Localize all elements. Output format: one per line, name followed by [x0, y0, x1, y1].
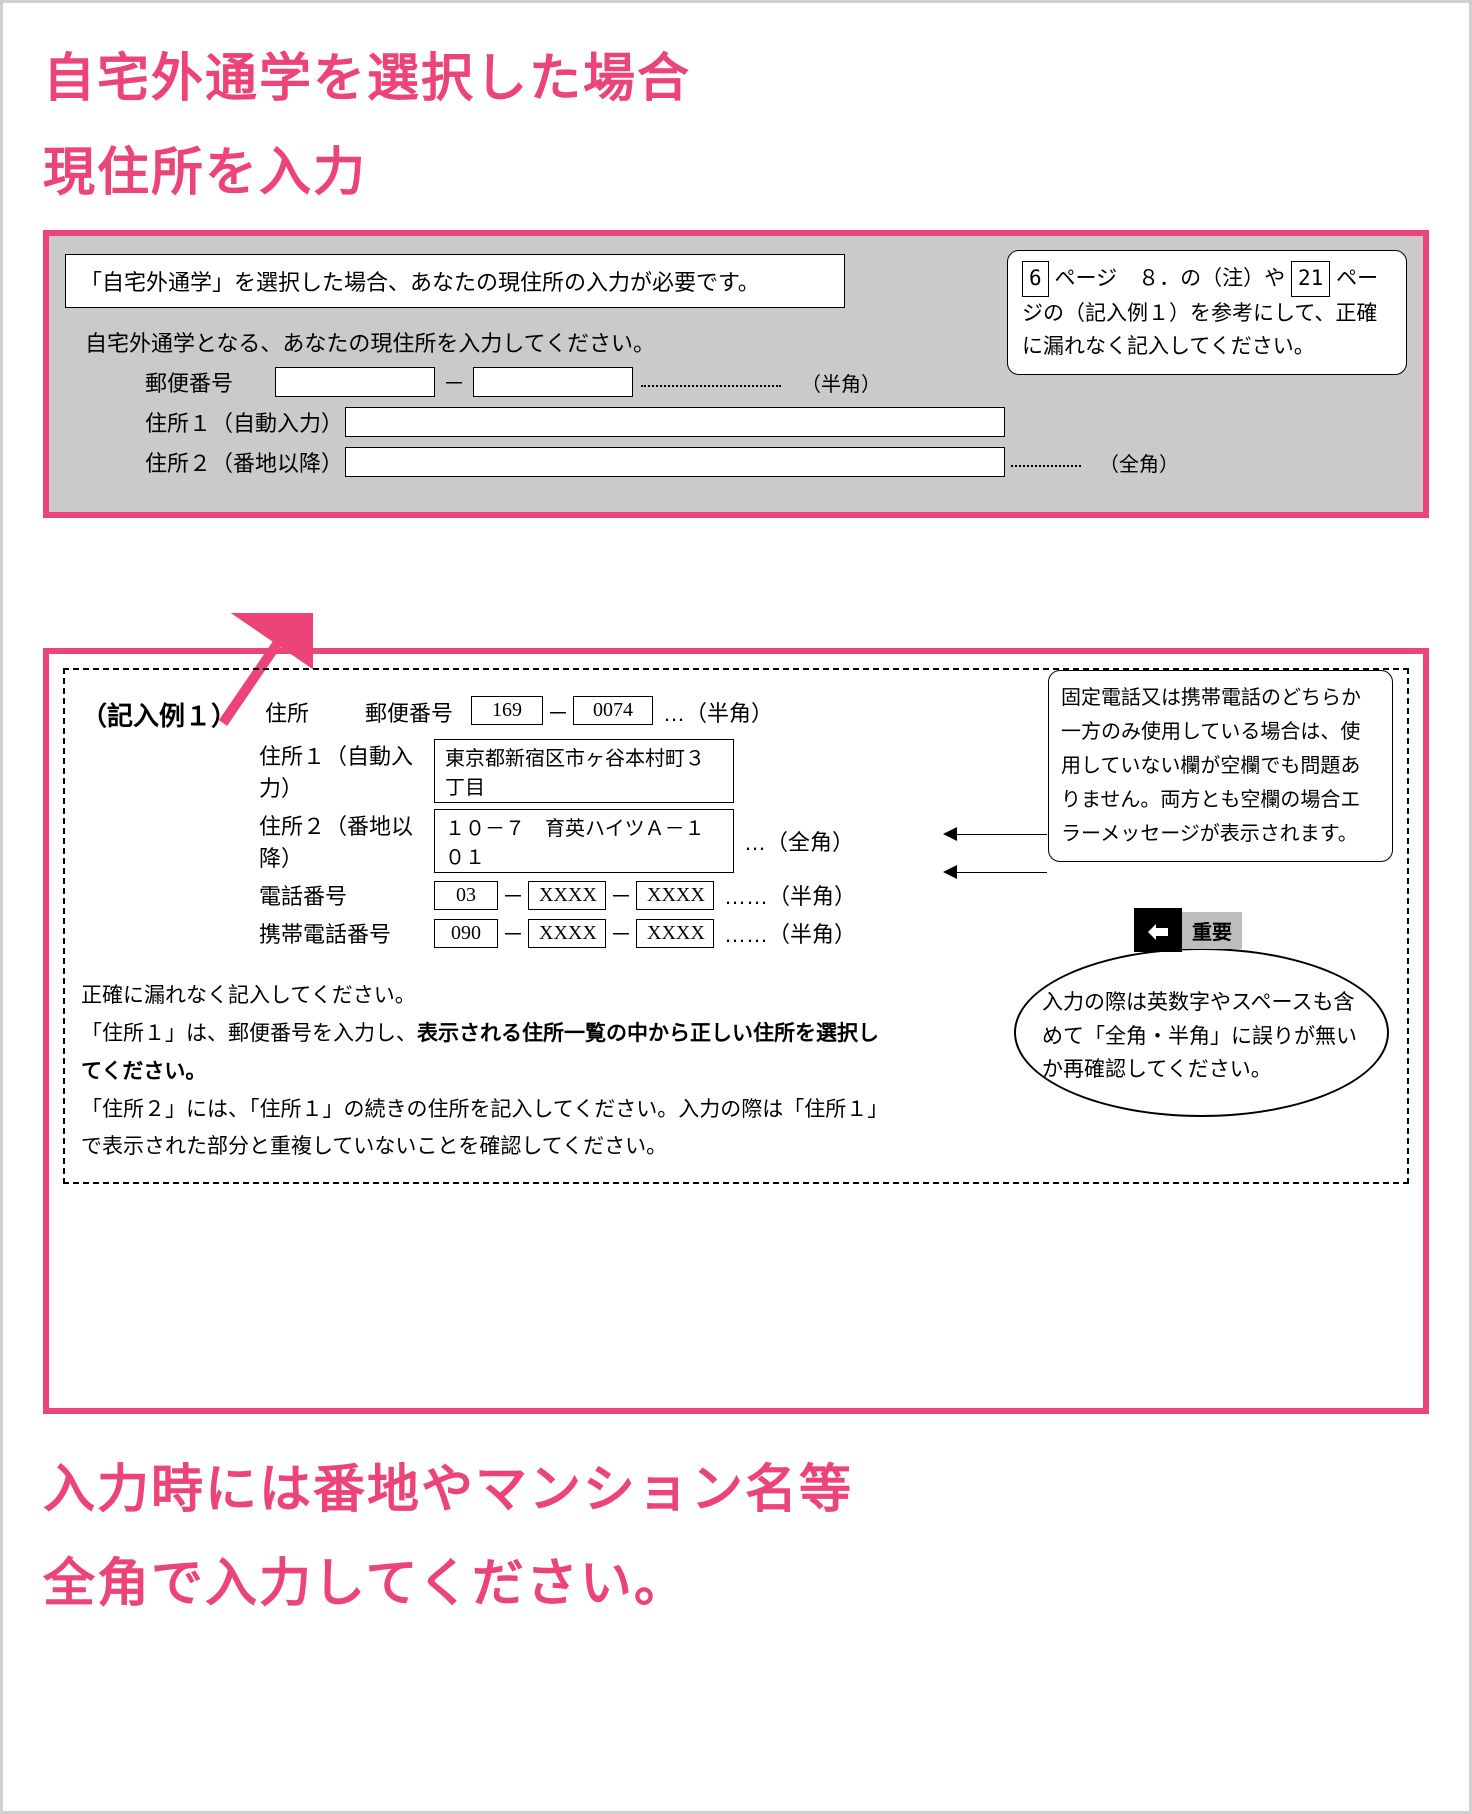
ex-mobile-label: 携帯電話番号	[259, 917, 434, 949]
addr2-note: （全角）	[1099, 448, 1179, 477]
footer-line-2: 全角で入力してください。	[43, 1538, 1429, 1632]
ex-mobile-note: ……（半角）	[724, 917, 856, 949]
ex-phone-2: XXXX	[528, 881, 606, 910]
important-icon-wrap: 重要	[1134, 908, 1242, 952]
heading: 自宅外通学を選択した場合 現住所を入力	[43, 33, 1429, 220]
current-address-box: 「自宅外通学」を選択した場合、あなたの現住所の入力が必要です。 6 ページ ８．…	[43, 230, 1429, 518]
page-container: 自宅外通学を選択した場合 現住所を入力 「自宅外通学」を選択した場合、あなたの現…	[0, 0, 1472, 1814]
ex-addr1-label: 住所１（自動入力）	[259, 739, 434, 803]
ex-addr2-label: 住所２（番地以降）	[259, 809, 434, 873]
addr2-row: 住所２（番地以降） （全角）	[145, 446, 1407, 478]
hand-point-icon	[1134, 908, 1182, 952]
postal-input-1[interactable]	[275, 367, 435, 397]
addr2-input[interactable]	[345, 447, 1005, 477]
explain-block: 正確に漏れなく記入してください。 「住所１」は、郵便番号を入力し、表示される住所…	[81, 977, 881, 1166]
instruction-banner: 「自宅外通学」を選択した場合、あなたの現住所の入力が必要です。	[65, 254, 845, 308]
reference-note: 6 ページ ８．の（注）や 21 ページの（記入例１）を参考にして、正確に漏れな…	[1007, 250, 1407, 375]
pointer-line-1	[957, 834, 1047, 835]
ex-postal-note: …（半角）	[663, 696, 773, 728]
addr-col-label: 住所	[265, 696, 355, 728]
ex-addr1-value: 東京都新宿区市ヶ谷本村町３丁目	[434, 739, 734, 803]
important-body: 入力の際は英数字やスペースも含めて「全角・半角」に誤りが無いか再確認してください…	[1014, 948, 1389, 1117]
ex-postal-label: 郵便番号	[365, 696, 453, 728]
explain-2: 「住所１」は、郵便番号を入力し、表示される住所一覧の中から正しい住所を選択してく…	[81, 1015, 881, 1091]
arrowhead-2-icon	[943, 865, 957, 879]
leader-dots-2	[1011, 457, 1081, 467]
example-dashed: （記入例１） 住所 郵便番号 169 － 0074 …（半角） 住所１（自動入力…	[63, 668, 1409, 1184]
postal-note: （半角）	[801, 368, 881, 397]
heading-line-2: 現住所を入力	[43, 127, 1429, 221]
addr2-label: 住所２（番地以降）	[145, 446, 345, 478]
addr1-input[interactable]	[345, 407, 1005, 437]
ref-mid-text: ページ ８．の（注）や	[1055, 267, 1286, 290]
postal-input-2[interactable]	[473, 367, 633, 397]
ex-mobile-2: XXXX	[528, 919, 606, 948]
ref-page-6: 6	[1022, 261, 1049, 297]
heading-line-1: 自宅外通学を選択した場合	[43, 33, 1429, 127]
example-box: （記入例１） 住所 郵便番号 169 － 0074 …（半角） 住所１（自動入力…	[43, 648, 1429, 1414]
ex-postal-2: 0074	[573, 696, 653, 725]
ex-phone-1: 03	[434, 881, 498, 910]
ex-mobile-1: 090	[434, 919, 498, 948]
footer-line-1: 入力時には番地やマンション名等	[43, 1444, 1429, 1538]
ex-phone-label: 電話番号	[259, 879, 434, 911]
ex-phone-note: ……（半角）	[724, 879, 856, 911]
ex-phone-3: XXXX	[636, 881, 714, 910]
dash: －	[443, 366, 465, 398]
example-row-4: 電話番号 03 － XXXX － XXXX ……（半角）	[81, 879, 1391, 911]
dash: －	[547, 696, 569, 728]
important-bubble: 重要 入力の際は英数字やスペースも含めて「全角・半角」に誤りが無いか再確認してく…	[1014, 918, 1389, 1168]
explain-3: 「住所２」には、「住所１」の続きの住所を記入してください。入力の際は「住所１」で…	[81, 1091, 881, 1167]
arrowhead-1-icon	[943, 827, 957, 841]
addr1-label: 住所１（自動入力）	[145, 406, 345, 438]
example-title: （記入例１）	[81, 696, 237, 733]
explain-1: 正確に漏れなく記入してください。	[81, 977, 881, 1015]
footer-note: 入力時には番地やマンション名等 全角で入力してください。	[43, 1444, 1429, 1631]
ex-postal-1: 169	[471, 696, 543, 725]
leader-dots	[641, 377, 781, 387]
important-label: 重要	[1182, 912, 1242, 949]
ex-addr2-note: …（全角）	[744, 825, 854, 857]
extra-space	[49, 1198, 1423, 1408]
addr1-row: 住所１（自動入力）	[145, 406, 1407, 438]
postal-label: 郵便番号	[145, 366, 275, 398]
phone-side-note: 固定電話又は携帯電話のどちらか一方のみ使用している場合は、使用していない欄が空欄…	[1048, 670, 1393, 862]
ref-page-21: 21	[1291, 261, 1330, 297]
pointer-line-2	[957, 872, 1047, 873]
ex-addr2-value: １０－７ 育英ハイツＡ－１０１	[434, 809, 734, 873]
ex-mobile-3: XXXX	[636, 919, 714, 948]
